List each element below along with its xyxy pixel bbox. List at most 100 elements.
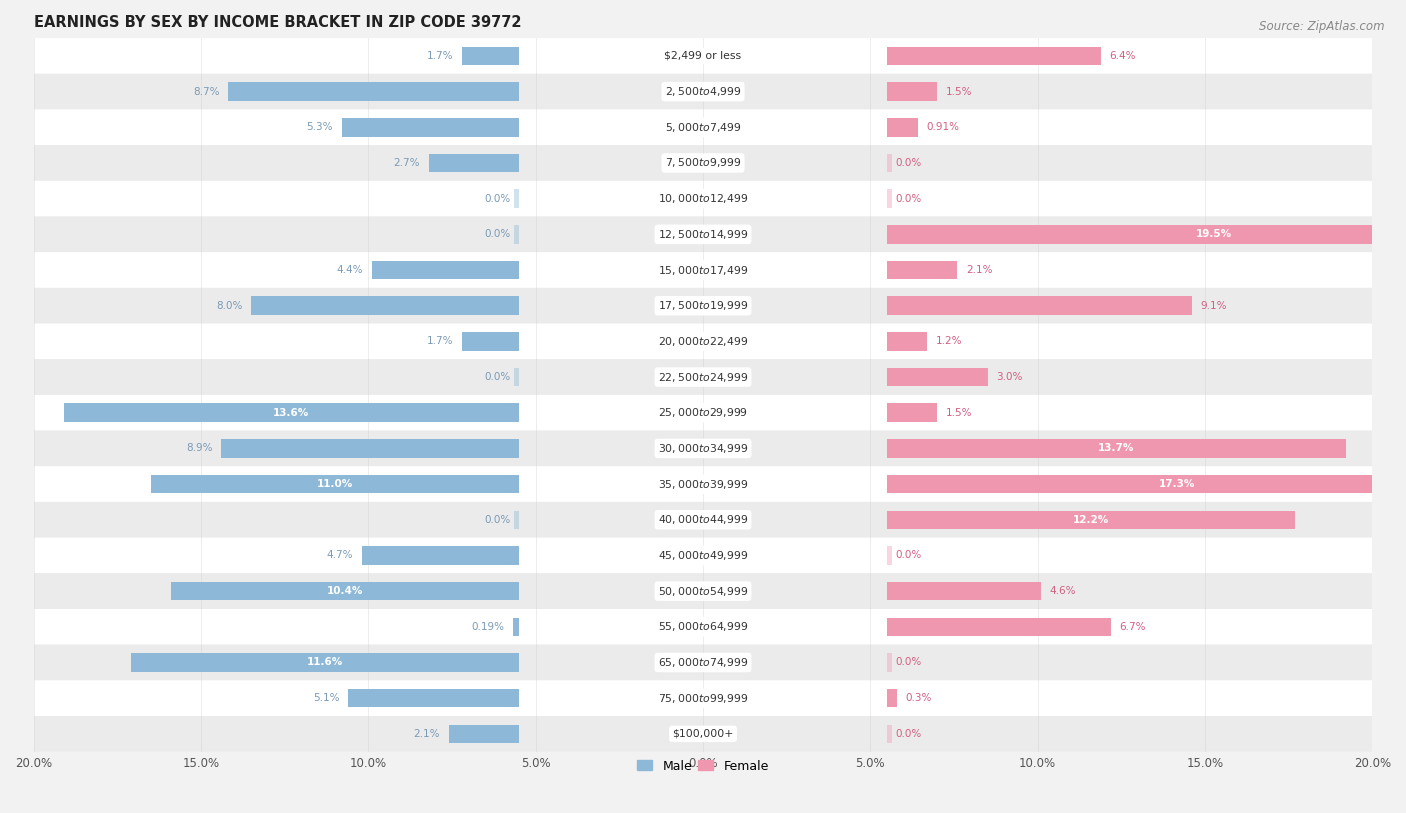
Text: 11.6%: 11.6% <box>307 658 343 667</box>
Text: 4.7%: 4.7% <box>326 550 353 560</box>
Text: 2.1%: 2.1% <box>966 265 993 275</box>
FancyBboxPatch shape <box>34 645 1372 680</box>
Text: 11.0%: 11.0% <box>316 479 353 489</box>
Text: 9.1%: 9.1% <box>1201 301 1226 311</box>
Bar <box>887 546 893 565</box>
Text: 6.4%: 6.4% <box>1109 51 1136 61</box>
FancyBboxPatch shape <box>34 146 1372 180</box>
Text: 12.2%: 12.2% <box>1073 515 1109 524</box>
FancyBboxPatch shape <box>34 216 1372 252</box>
Bar <box>887 261 957 280</box>
Bar <box>887 618 1111 636</box>
Text: 6.7%: 6.7% <box>1119 622 1146 632</box>
Text: $17,500 to $19,999: $17,500 to $19,999 <box>658 299 748 312</box>
Text: 0.0%: 0.0% <box>484 515 510 524</box>
Text: $40,000 to $44,999: $40,000 to $44,999 <box>658 513 748 526</box>
Bar <box>887 189 893 208</box>
FancyBboxPatch shape <box>34 324 1372 359</box>
FancyBboxPatch shape <box>34 467 1372 502</box>
Text: $7,500 to $9,999: $7,500 to $9,999 <box>665 156 741 169</box>
Bar <box>887 297 1192 315</box>
Text: 4.4%: 4.4% <box>337 265 363 275</box>
Text: 0.0%: 0.0% <box>484 193 510 204</box>
Text: 0.0%: 0.0% <box>896 193 922 204</box>
Bar <box>252 297 519 315</box>
Text: $45,000 to $49,999: $45,000 to $49,999 <box>658 549 748 562</box>
Bar <box>513 618 519 636</box>
FancyBboxPatch shape <box>34 537 1372 573</box>
Text: $75,000 to $99,999: $75,000 to $99,999 <box>658 692 748 705</box>
Text: 2.1%: 2.1% <box>413 728 440 739</box>
Text: $12,500 to $14,999: $12,500 to $14,999 <box>658 228 748 241</box>
Text: 2.7%: 2.7% <box>394 158 420 168</box>
Text: 0.0%: 0.0% <box>896 728 922 739</box>
Text: 5.3%: 5.3% <box>307 122 333 133</box>
Text: 0.0%: 0.0% <box>484 372 510 382</box>
Text: 0.0%: 0.0% <box>896 158 922 168</box>
FancyBboxPatch shape <box>34 680 1372 716</box>
Bar <box>887 653 893 672</box>
Bar <box>513 511 519 529</box>
FancyBboxPatch shape <box>34 502 1372 537</box>
Bar <box>221 439 519 458</box>
Bar <box>887 82 938 101</box>
Text: 0.0%: 0.0% <box>896 550 922 560</box>
Bar <box>342 118 519 137</box>
Bar <box>463 46 519 65</box>
Text: $30,000 to $34,999: $30,000 to $34,999 <box>658 442 748 455</box>
Text: 8.9%: 8.9% <box>186 443 212 454</box>
Bar <box>150 475 519 493</box>
Bar <box>361 546 519 565</box>
Text: 19.5%: 19.5% <box>1195 229 1232 239</box>
Text: $35,000 to $39,999: $35,000 to $39,999 <box>658 477 748 490</box>
Legend: Male, Female: Male, Female <box>633 754 773 777</box>
Text: 0.91%: 0.91% <box>927 122 959 133</box>
Bar <box>513 367 519 386</box>
Bar <box>63 403 519 422</box>
FancyBboxPatch shape <box>34 180 1372 216</box>
Text: 0.0%: 0.0% <box>484 229 510 239</box>
Bar <box>371 261 519 280</box>
Text: 8.7%: 8.7% <box>193 87 219 97</box>
FancyBboxPatch shape <box>34 288 1372 324</box>
FancyBboxPatch shape <box>34 74 1372 110</box>
Text: $55,000 to $64,999: $55,000 to $64,999 <box>658 620 748 633</box>
FancyBboxPatch shape <box>34 573 1372 609</box>
FancyBboxPatch shape <box>34 395 1372 431</box>
Text: 1.2%: 1.2% <box>935 337 962 346</box>
Text: 13.6%: 13.6% <box>273 408 309 418</box>
Bar <box>228 82 519 101</box>
Bar <box>513 225 519 244</box>
Text: 1.7%: 1.7% <box>427 51 454 61</box>
Text: $25,000 to $29,999: $25,000 to $29,999 <box>658 406 748 420</box>
Text: Source: ZipAtlas.com: Source: ZipAtlas.com <box>1260 20 1385 33</box>
Bar <box>349 689 519 707</box>
Bar <box>887 367 987 386</box>
Text: $2,500 to $4,999: $2,500 to $4,999 <box>665 85 741 98</box>
Text: $100,000+: $100,000+ <box>672 728 734 739</box>
Bar <box>887 724 893 743</box>
Text: 5.1%: 5.1% <box>314 693 340 703</box>
FancyBboxPatch shape <box>34 252 1372 288</box>
FancyBboxPatch shape <box>34 716 1372 752</box>
Bar <box>513 189 519 208</box>
Text: 0.0%: 0.0% <box>896 658 922 667</box>
Text: $50,000 to $54,999: $50,000 to $54,999 <box>658 585 748 598</box>
FancyBboxPatch shape <box>34 38 1372 74</box>
Text: 1.5%: 1.5% <box>946 87 972 97</box>
Bar <box>887 332 928 350</box>
Bar <box>887 118 918 137</box>
Text: 10.4%: 10.4% <box>326 586 363 596</box>
Text: $5,000 to $7,499: $5,000 to $7,499 <box>665 121 741 134</box>
Bar <box>887 475 1406 493</box>
Text: 1.5%: 1.5% <box>946 408 972 418</box>
Text: 4.6%: 4.6% <box>1049 586 1076 596</box>
Text: EARNINGS BY SEX BY INCOME BRACKET IN ZIP CODE 39772: EARNINGS BY SEX BY INCOME BRACKET IN ZIP… <box>34 15 522 30</box>
Text: 8.0%: 8.0% <box>217 301 243 311</box>
Text: $20,000 to $22,499: $20,000 to $22,499 <box>658 335 748 348</box>
FancyBboxPatch shape <box>34 359 1372 395</box>
Text: $10,000 to $12,499: $10,000 to $12,499 <box>658 192 748 205</box>
Bar <box>429 154 519 172</box>
Bar <box>887 403 938 422</box>
Text: 13.7%: 13.7% <box>1098 443 1135 454</box>
